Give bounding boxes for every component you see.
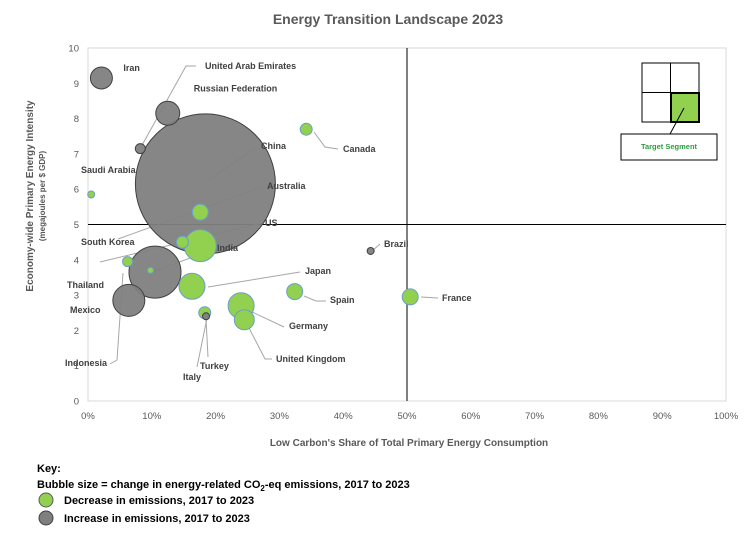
bubble-canada [299,122,313,136]
bubble-france [401,288,419,306]
y-tick-label: 4 [74,255,79,266]
bubble-italy [202,312,211,321]
bubble-spain [286,283,304,301]
label-france: France [442,293,472,303]
x-tick-label: 0% [81,411,95,422]
y-tick-label: 1 [74,361,79,372]
x-tick-label: 40% [334,411,354,422]
bubble-brazil [366,246,375,255]
label-south-korea: South Korea [81,237,135,247]
x-tick-label: 70% [525,411,545,422]
y-tick-label: 9 [74,79,79,90]
y-axis-ticks: 0 1 2 3 4 5 6 7 8 9 10 [68,44,79,408]
x-tick-label: 50% [397,411,417,422]
y-tick-label: 10 [68,44,79,55]
label-brazil: Brazil [384,239,409,249]
x-tick-label: 60% [461,411,481,422]
label-australia: Australia [267,181,307,191]
leader-line [207,271,301,288]
bubble-indonesia [147,266,155,274]
y-tick-label: 8 [74,114,79,125]
label-canada: Canada [343,144,377,154]
label-united-kingdom: United Kingdom [276,354,346,364]
legend-swatch-decrease [38,492,54,508]
y-tick-label: 0 [74,397,79,408]
chart-title: Energy Transition Landscape 2023 [273,11,504,27]
legend-item-decrease: Decrease in emissions, 2017 to 2023 [64,495,254,507]
label-united-arab-emirates: United Arab Emirates [205,61,296,71]
y-tick-label: 3 [74,291,79,302]
leader-line [140,65,196,148]
legend-item-increase: Increase in emissions, 2017 to 2023 [64,513,250,525]
label-india: India [217,243,239,253]
label-turkey: Turkey [200,361,229,371]
bubbles [87,66,419,331]
label-thailand: Thailand [67,280,104,290]
legend-size-note: Bubble size = change in energy-related C… [37,479,410,493]
legend-key-label: Key: [37,463,61,475]
bubble-thailand [122,256,134,268]
bubble-japan [178,272,206,300]
bubble-india [128,245,182,299]
x-axis-label: Low Carbon's Share of Total Primary Ener… [270,438,548,449]
bubble-us [183,229,217,263]
x-tick-label: 90% [653,411,673,422]
x-tick-label: 20% [206,411,226,422]
x-tick-label: 100% [714,411,739,422]
label-indonesia: Indonesia [65,358,108,368]
leader-line [313,131,339,150]
leader-line [247,325,272,360]
y-tick-label: 6 [74,185,79,196]
target-segment-label: Target Segment [641,142,698,151]
label-us: US [265,218,278,228]
country-labels: Iran Russian Federation United Arab Emirat… [65,61,472,382]
y-tick-label: 7 [74,149,79,160]
legend-swatch-increase [38,510,54,526]
label-russian-federation: Russian Federation [194,83,278,93]
y-axis-sublabel: (megajoules per $ GDP) [38,151,47,242]
leader-line [205,318,209,358]
bubble-australia [191,203,209,221]
bubble-mexico [112,283,146,317]
y-tick-label: 2 [74,326,79,337]
y-axis-label: Economy-wide Primary Energy Intensity [25,100,36,292]
bubble-south-korea [175,235,189,249]
x-tick-label: 80% [589,411,609,422]
label-japan: Japan [305,266,331,276]
label-spain: Spain [330,295,355,305]
legend: Key: Bubble size = change in energy-rela… [37,463,410,526]
label-germany: Germany [289,321,328,331]
target-segment-icon: Target Segment [620,62,718,161]
label-saudi-arabia: Saudi Arabia [81,165,137,175]
bubble-united-kingdom [233,309,255,331]
bubble-united-arab-emirates [134,143,146,155]
bubble-russian-federation [155,100,181,126]
leader-line [249,310,285,328]
label-iran: Iran [123,63,140,73]
y-tick-label: 5 [74,220,79,231]
x-axis-ticks: 0% 10% 20% 30% 40% 50% 60% 70% 80% 90% 100% [81,411,739,422]
x-tick-label: 30% [270,411,290,422]
x-tick-label: 10% [142,411,162,422]
leader-line [303,295,326,302]
leader-line [196,317,208,368]
label-mexico: Mexico [70,305,101,315]
label-china: China [261,141,287,151]
bubble-iran [89,66,113,90]
leader-line [420,296,439,299]
bubble-saudi-arabia [87,190,96,199]
label-italy: Italy [183,372,201,382]
